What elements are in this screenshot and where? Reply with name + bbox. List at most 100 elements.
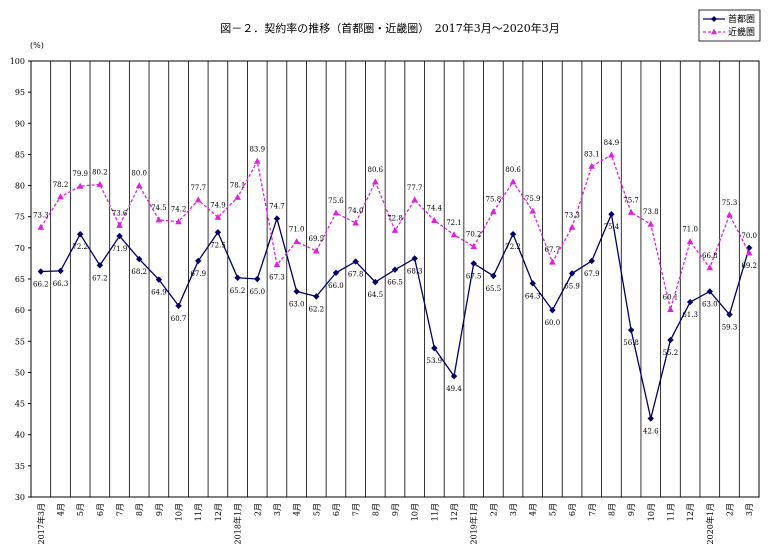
data-point — [726, 211, 733, 218]
data-label: 74.5 — [151, 204, 167, 212]
data-label: 49.4 — [446, 385, 462, 393]
data-label: 64.5 — [368, 291, 384, 299]
data-label: 72.8 — [387, 214, 403, 222]
data-point — [509, 178, 517, 185]
data-point — [332, 209, 340, 216]
data-point — [450, 372, 458, 380]
data-point — [175, 218, 182, 225]
data-label: 75.7 — [623, 196, 639, 204]
legend-box — [698, 9, 761, 42]
data-point — [529, 280, 536, 287]
data-point — [470, 260, 477, 267]
data-label: 74.0 — [348, 207, 364, 215]
data-point — [450, 231, 458, 238]
data-point — [155, 276, 163, 283]
data-label: 67.5 — [466, 272, 482, 280]
data-point — [706, 264, 714, 271]
data-label: 68.2 — [131, 268, 147, 276]
data-point — [686, 298, 694, 306]
data-label: 70.2 — [466, 231, 482, 239]
data-label: 65.5 — [486, 285, 502, 293]
data-label: 60.1 — [663, 294, 679, 302]
y-tick-label: 80 — [15, 182, 25, 191]
x-tick-label: 3月 — [273, 503, 282, 516]
x-tick-label: 2018年1月 — [233, 503, 243, 544]
x-tick-label: 2020年1月 — [705, 503, 715, 544]
data-label: 64.9 — [151, 289, 167, 297]
data-label: 71.9 — [112, 245, 128, 253]
x-tick-label: 4月 — [293, 503, 302, 516]
data-point — [273, 261, 281, 268]
data-point — [175, 302, 182, 309]
data-point — [627, 326, 635, 334]
data-point — [116, 221, 123, 228]
plot-area: 30 35 40 45 50 55 60 65 70 75 80 85 90 95 100 2017年3月 4月… — [10, 57, 760, 544]
data-label: 73.6 — [112, 209, 128, 217]
x-tick-label: 11月 — [666, 503, 675, 521]
y-tick-label: 65 — [15, 275, 25, 284]
chart-title: 図－２．契約率の推移（首都圏・近畿圏） 2017年3月～2020年3月 — [220, 21, 559, 35]
x-tick-label: 5月 — [76, 503, 85, 516]
data-point — [57, 267, 64, 275]
x-tick-label: 7月 — [116, 503, 125, 516]
x-tick-label: 7月 — [588, 503, 597, 516]
data-point — [57, 193, 64, 200]
y-tick-label: 100 — [10, 57, 25, 66]
legend-marker — [711, 16, 717, 22]
data-label: 83.9 — [249, 145, 265, 153]
y-tick-label: 45 — [15, 400, 25, 409]
data-point — [372, 178, 379, 185]
data-label: 74.7 — [269, 203, 285, 211]
data-label: 61.3 — [682, 311, 698, 319]
data-point — [431, 344, 438, 352]
x-tick-label: 3月 — [745, 503, 754, 516]
data-label: 73.3 — [564, 211, 580, 219]
data-point — [372, 278, 379, 286]
data-label: 63.0 — [702, 300, 718, 308]
data-point — [214, 229, 222, 236]
x-tick-label: 2019年1月 — [469, 503, 479, 544]
x-tick-label: 12月 — [686, 503, 695, 521]
data-point — [411, 255, 418, 262]
data-point — [431, 216, 438, 223]
data-point — [312, 247, 320, 254]
data-point — [490, 272, 497, 280]
data-point — [234, 193, 241, 200]
data-point — [352, 219, 359, 226]
data-point — [470, 243, 478, 250]
data-label: 75.3 — [722, 199, 738, 207]
y-tick-label: 85 — [15, 150, 25, 159]
data-point — [332, 269, 340, 276]
data-point — [745, 249, 753, 256]
legend-label: 首都圏 — [728, 13, 755, 25]
data-label: 71.0 — [289, 226, 305, 234]
data-label: 65.9 — [564, 282, 580, 290]
data-label: 66.3 — [53, 280, 69, 288]
data-point — [549, 258, 556, 265]
data-point — [608, 151, 615, 158]
data-label: 62.2 — [309, 305, 325, 313]
data-label: 53.9 — [427, 357, 443, 365]
data-point — [627, 208, 635, 215]
data-label: 77.7 — [190, 184, 206, 192]
y-tick-label: 60 — [15, 306, 25, 315]
data-label: 77.7 — [407, 184, 423, 192]
y-tick-label: 50 — [15, 368, 25, 377]
legend-label: 近畿圏 — [728, 26, 755, 38]
x-tick-label: 5月 — [548, 503, 557, 516]
data-point — [293, 238, 300, 245]
data-label: 74.9 — [210, 201, 226, 209]
data-point — [253, 157, 261, 164]
data-label: 84.9 — [604, 139, 620, 147]
data-label: 56.8 — [623, 339, 639, 347]
data-label: 69.2 — [741, 262, 757, 270]
data-point — [745, 244, 753, 252]
data-label: 70.0 — [741, 232, 757, 240]
y-tick-label: 75 — [15, 213, 25, 222]
x-tick-label: 9月 — [627, 503, 636, 516]
data-label: 66.2 — [33, 281, 49, 289]
data-label: 73.8 — [643, 208, 659, 216]
y-tick-label: 55 — [15, 337, 25, 346]
data-point — [37, 223, 45, 230]
